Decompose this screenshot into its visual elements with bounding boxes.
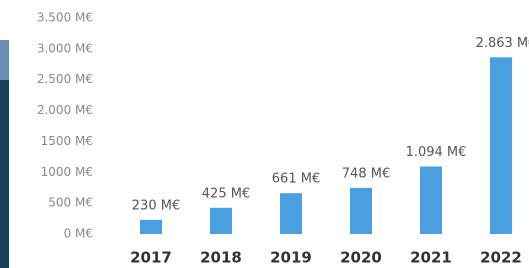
- chart: 0 M€ 500 M€ 1000 M€ 1500 M€ 2.000 M€ 2.500 M€…: [0, 0, 529, 268]
- bar: [140, 220, 162, 234]
- x-tick-label: 2021: [410, 249, 452, 267]
- value-label: 230 M€: [132, 198, 180, 213]
- x-tick-label: 2020: [340, 249, 382, 267]
- value-label: 425 M€: [202, 186, 250, 201]
- y-tick-label: 1000 M€: [41, 165, 93, 179]
- y-tick-label: 2.500 M€: [37, 72, 93, 86]
- x-tick-label: 2017: [130, 249, 172, 267]
- bar: [490, 57, 512, 234]
- y-tick-label: 3.500 M€: [37, 11, 93, 25]
- value-label: 1.094 M€: [406, 145, 467, 160]
- bar: [350, 188, 372, 234]
- value-label: 748 M€: [342, 166, 390, 181]
- x-tick-label: 2018: [200, 249, 242, 267]
- y-tick-label: 500 M€: [48, 196, 93, 210]
- bar: [420, 166, 442, 234]
- y-tick-label: 0 M€: [64, 227, 93, 241]
- bar: [210, 208, 232, 234]
- y-tick-label: 2.000 M€: [37, 103, 93, 117]
- y-tick-label: 1500 M€: [41, 134, 93, 148]
- x-tick-label: 2019: [270, 249, 312, 267]
- x-tick-label: 2022: [480, 249, 522, 267]
- background-image-edge: [0, 40, 9, 80]
- y-tick-label: 3.000 M€: [37, 41, 93, 55]
- value-label: 661 M€: [272, 172, 320, 187]
- value-label: 2.863 M€: [476, 36, 529, 51]
- bar: [280, 193, 302, 234]
